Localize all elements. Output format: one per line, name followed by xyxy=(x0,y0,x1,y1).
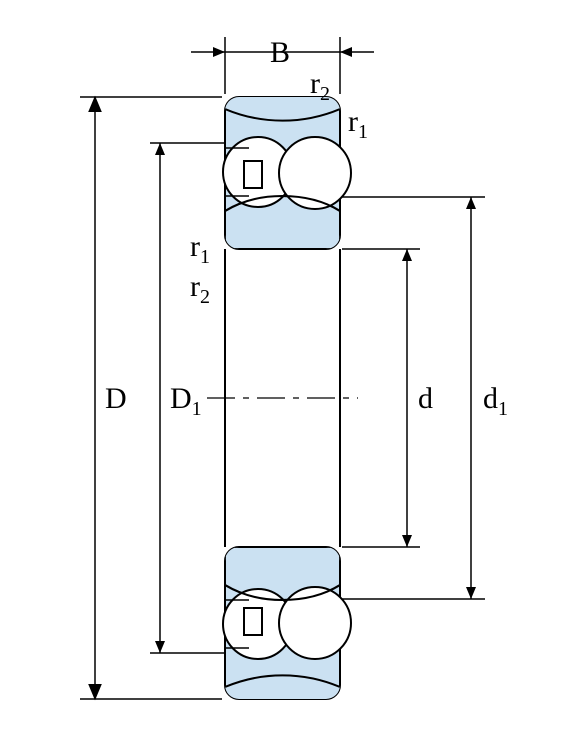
label-r2-top: r2 xyxy=(310,69,330,99)
label-d: d xyxy=(418,384,433,414)
bearing-top xyxy=(223,97,351,249)
diagram-svg xyxy=(0,0,579,732)
label-r1-top: r1 xyxy=(348,107,368,137)
label-r1-mid: r1 xyxy=(190,232,210,262)
bearing-diagram: B D D1 d d1 r2 r1 r1 r2 xyxy=(0,0,579,732)
label-r2-mid: r2 xyxy=(190,272,210,302)
bearing-bottom xyxy=(223,547,351,699)
dimension-d xyxy=(342,249,420,547)
dimension-d1 xyxy=(342,197,485,599)
label-d1: d1 xyxy=(483,384,508,414)
label-B: B xyxy=(270,38,290,68)
label-D1: D1 xyxy=(170,384,202,414)
label-D: D xyxy=(105,384,127,414)
